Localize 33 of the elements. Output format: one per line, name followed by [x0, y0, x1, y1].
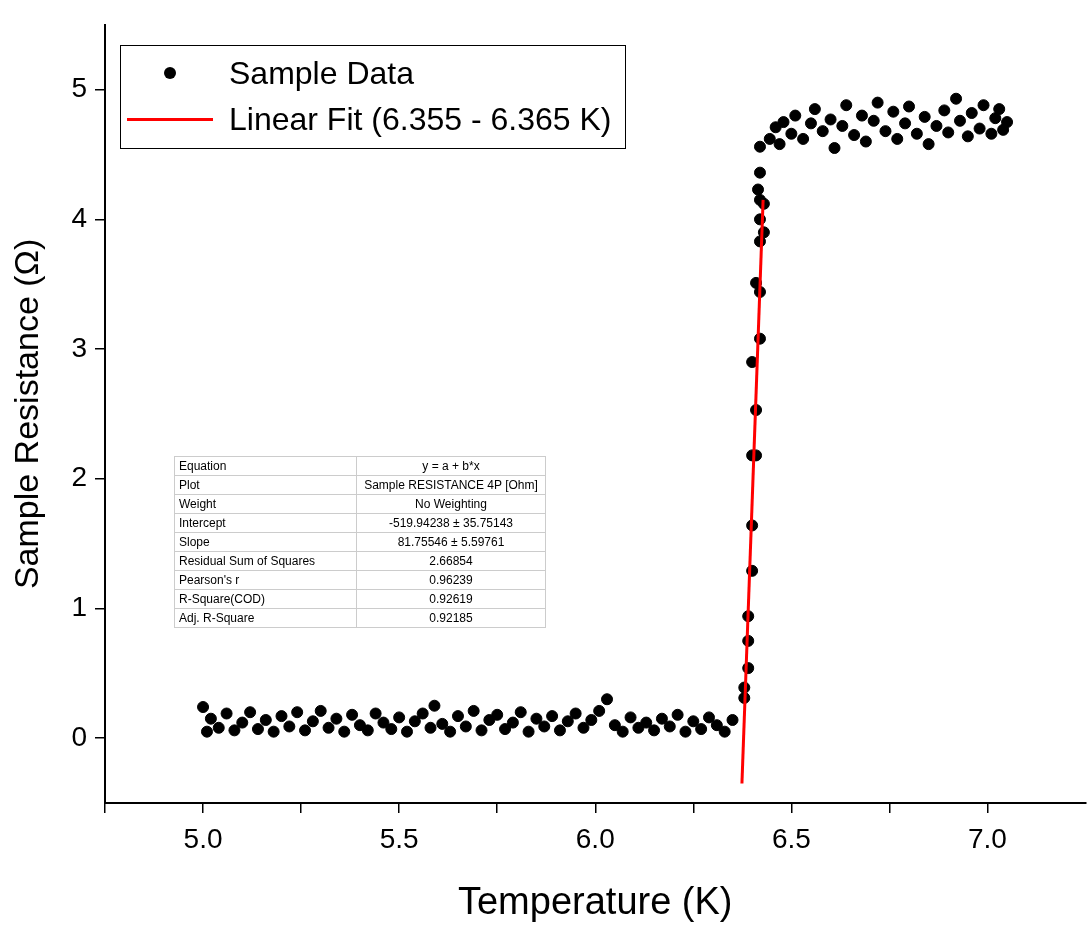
- legend-label: Linear Fit (6.355 - 6.365 K): [229, 100, 612, 138]
- annotation: 0.92185: [356, 608, 546, 628]
- annotation: Plot: [174, 475, 357, 495]
- annotation: No Weighting: [356, 494, 546, 514]
- annotation: 81.75546 ± 5.59761: [356, 532, 546, 552]
- annotation: 2.66854: [356, 551, 546, 571]
- annotation: Adj. R-Square: [174, 608, 357, 628]
- annotation: -519.94238 ± 35.75143: [356, 513, 546, 533]
- y-tick-label: 1: [71, 591, 87, 623]
- annotation: R-Square(COD): [174, 589, 357, 609]
- x-axis-title: Temperature (K): [457, 879, 733, 922]
- annotation: Sample RESISTANCE 4P [Ohm]: [356, 475, 546, 495]
- x-tick-label: 7.0: [967, 822, 1007, 854]
- annotation: Residual Sum of Squares: [174, 551, 357, 571]
- y-tick-label: 0: [71, 720, 87, 752]
- y-axis-title: Sample Resistance (Ω): [6, 238, 45, 590]
- annotation: Intercept: [174, 513, 357, 533]
- annotation: 0.96239: [356, 570, 546, 590]
- x-tick-label: 5.0: [183, 822, 223, 854]
- annotation: Pearson's r: [174, 570, 357, 590]
- x-tick-label: 6.5: [771, 822, 811, 854]
- annotation: y = a + b*x: [356, 456, 546, 476]
- annotation: 0.92619: [356, 589, 546, 609]
- x-tick-label: 6.0: [575, 822, 615, 854]
- y-tick-label: 3: [71, 331, 87, 363]
- annotation: Equation: [174, 456, 357, 476]
- y-tick-label: 4: [71, 202, 87, 234]
- annotation: Weight: [174, 494, 357, 514]
- legend-label: Sample Data: [229, 54, 414, 92]
- annotation: Slope: [174, 532, 357, 552]
- x-tick-label: 5.5: [379, 822, 419, 854]
- y-tick-label: 5: [71, 72, 87, 104]
- y-tick-label: 2: [71, 461, 87, 493]
